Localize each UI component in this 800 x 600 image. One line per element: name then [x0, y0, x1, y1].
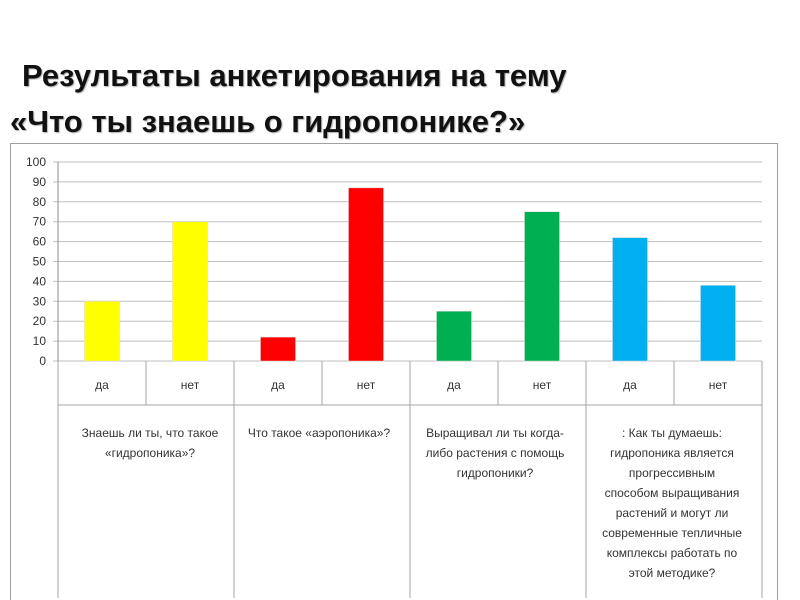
group-question-line: : Как ты думаешь:	[622, 426, 722, 440]
group-question-line: гидропоники?	[457, 466, 534, 480]
y-tick-label: 80	[33, 195, 47, 209]
title-line-1: Результаты анкетирования на тему	[22, 58, 567, 93]
group-question-line: «гидропоника»?	[105, 446, 195, 460]
bar	[436, 311, 472, 362]
category-label: нет	[181, 378, 200, 392]
y-tick-label: 90	[33, 175, 47, 189]
bar	[172, 221, 208, 362]
category-label: нет	[709, 378, 728, 392]
bar	[700, 285, 736, 362]
group-question-line: Выращивал ли ты когда-	[426, 426, 564, 440]
group-question-line: комплексы работать по	[607, 546, 738, 560]
group-question-line: прогрессивным	[629, 466, 715, 480]
group-question-line: этой методике?	[629, 566, 716, 580]
category-label: нет	[533, 378, 552, 392]
label-layer: 0 10 20 30 40 50 60 70 80 90 100 да нет да нет да нет да н…	[26, 155, 742, 580]
y-tick-label: 0	[39, 354, 46, 368]
grid-layer	[53, 161, 762, 362]
group-question-line: способом выращивания	[605, 486, 740, 500]
y-tick-label: 20	[33, 314, 47, 328]
y-tick-label: 30	[33, 294, 47, 308]
category-label: да	[95, 378, 109, 392]
bar-layer	[84, 187, 736, 362]
y-tick-label: 10	[33, 334, 47, 348]
y-tick-label: 100	[26, 155, 46, 169]
y-tick-label: 60	[33, 235, 47, 249]
group-question-line: гидропоника является	[610, 446, 734, 460]
bar	[524, 211, 560, 362]
group-question-line: Знаешь ли ты, что такое	[82, 426, 219, 440]
group-question-line: либо растения с помощь	[426, 446, 565, 460]
bar	[612, 237, 648, 362]
bar	[260, 336, 296, 362]
y-tick-label: 70	[33, 215, 47, 229]
bar	[84, 301, 120, 362]
y-tick-label: 50	[33, 255, 47, 269]
group-question-line: современные тепличные	[602, 526, 742, 540]
bar	[348, 187, 384, 362]
group-question-line: растений и могут ли	[616, 506, 729, 520]
category-label: да	[447, 378, 461, 392]
chart-frame	[10, 143, 778, 600]
category-table	[57, 361, 763, 598]
category-label: да	[271, 378, 285, 392]
group-question-line: Что такое «аэропоника»?	[248, 426, 391, 440]
title-line-2: «Что ты знаешь о гидропонике?»	[10, 104, 526, 139]
category-label: да	[623, 378, 637, 392]
category-label: нет	[357, 378, 376, 392]
y-tick-label: 40	[33, 274, 47, 288]
